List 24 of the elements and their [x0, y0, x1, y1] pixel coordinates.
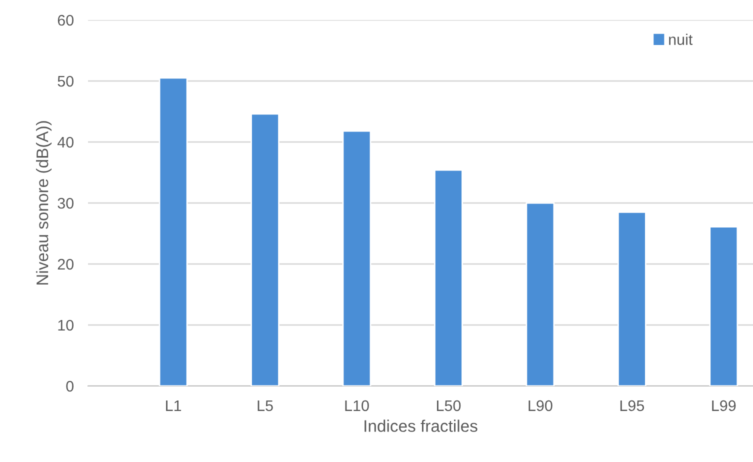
bar	[342, 130, 372, 386]
y-tick-label: 20	[58, 258, 74, 270]
legend-label: nuit	[669, 34, 693, 45]
bar	[158, 77, 188, 386]
x-tick-label: L5	[258, 400, 273, 412]
y-tick-label: 40	[57, 136, 74, 148]
x-axis-title: Indices fractiles	[364, 420, 478, 432]
y-tick-label: 30	[58, 198, 74, 209]
x-tick-label: L90	[528, 400, 552, 412]
y-tick-label: 10	[58, 320, 74, 331]
bar	[434, 169, 463, 386]
x-tick-label: L1	[166, 400, 182, 411]
bar	[250, 113, 280, 386]
x-tick-label: L99	[712, 400, 736, 412]
bar	[526, 202, 555, 386]
bar	[617, 211, 646, 386]
x-tick-label: L50	[436, 400, 461, 412]
y-tick-label: 50	[58, 76, 74, 87]
bar	[709, 226, 738, 386]
x-tick-label: L95	[620, 400, 644, 412]
y-tick-label: 0	[66, 380, 74, 392]
x-tick-label: L10	[345, 400, 369, 412]
y-tick-label: 60	[58, 14, 74, 26]
y-axis-title: Niveau sonore (dB(A))	[36, 121, 52, 285]
